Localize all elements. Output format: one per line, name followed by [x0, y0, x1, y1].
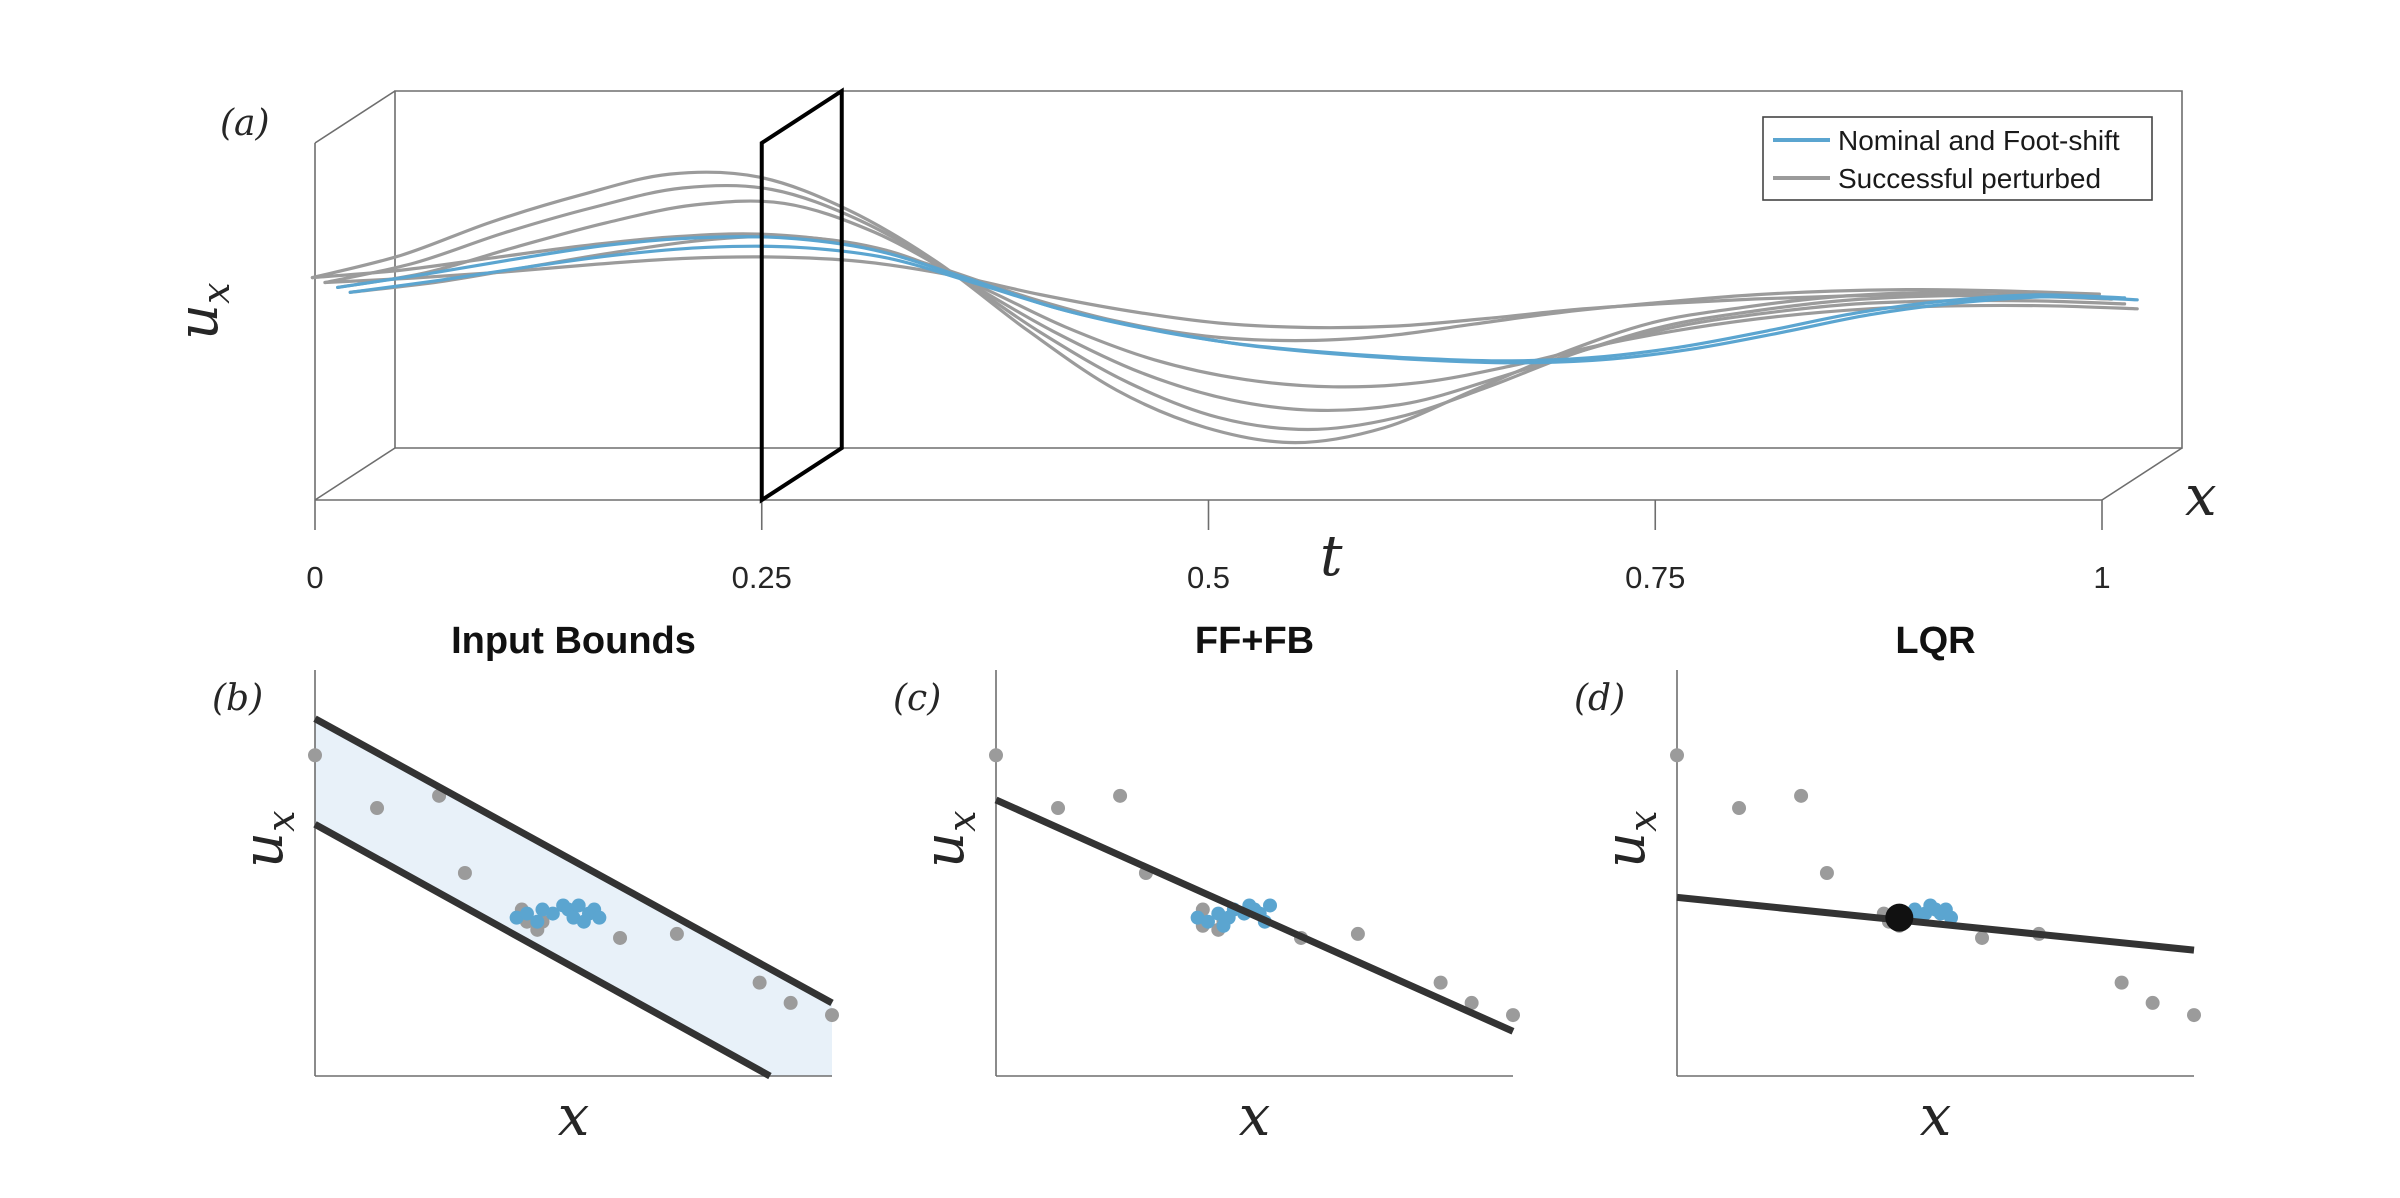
panel-a-t-ticks: 0 0.25 0.5 0.75 1 [306, 500, 2111, 595]
legend-label-perturbed: Successful perturbed [1838, 163, 2101, 194]
panel-b-ylabel: ux [231, 810, 303, 868]
panel-d-ylabel-sub: x [1621, 810, 1665, 831]
bound-region [315, 718, 832, 1076]
perturbed-point [1506, 1008, 1520, 1023]
nominal-point [1216, 918, 1231, 933]
perturbed-trajectory [310, 170, 2101, 445]
nominal-point [530, 914, 545, 929]
panel-b-ylabel-sub: x [259, 810, 303, 831]
panel-b: Input Bounds(b)uxx [212, 620, 839, 1149]
perturbed-point [1975, 930, 1990, 945]
perturbed-trajectory [323, 255, 2114, 330]
panel-a-ylabel: ux [166, 282, 238, 340]
panel-a-trajectories [310, 170, 2139, 445]
panel-d-ylabel: ux [1593, 810, 1665, 868]
perturbed-point [1732, 801, 1747, 816]
panel-c-title: FF+FB [1195, 620, 1314, 662]
perturbed-point [2114, 975, 2129, 990]
perturbed-point [825, 1008, 839, 1023]
perturbed-point [1464, 995, 1479, 1010]
perturbed-point [370, 801, 385, 816]
input-bound-line [313, 821, 772, 1080]
panel-d-xlabel: x [1920, 1084, 1952, 1149]
panel-a-tick-label: 0.5 [1187, 560, 1230, 595]
nominal-point [1200, 914, 1215, 929]
perturbed-point [989, 748, 1003, 763]
perturbed-point [752, 975, 767, 990]
nominal-point [592, 910, 607, 925]
nominal-point [545, 906, 560, 921]
panel-c-xlabel: x [1239, 1084, 1271, 1149]
perturbed-point [1819, 866, 1834, 880]
perturbed-point [1794, 788, 1809, 803]
perturbed-point [1433, 975, 1448, 990]
panel-a-tick-label: 0.75 [1625, 560, 1685, 595]
panel-c-tag: (c) [893, 678, 941, 719]
panel-c-ylabel: ux [912, 810, 984, 868]
panel-a-xlabel: t [1320, 524, 1343, 589]
panel-a-tick-label: 0.25 [732, 560, 792, 595]
panel-b-xlabel: x [558, 1084, 590, 1149]
feedback-line [1676, 893, 2195, 954]
panel-c: FF+FB(c)uxx [893, 620, 1520, 1149]
panel-a-floor-right [2101, 447, 2183, 501]
panel-d-tag: (d) [1574, 678, 1625, 719]
perturbed-point [1051, 801, 1066, 816]
panel-a-zlabel: x [2185, 464, 2217, 529]
nominal-center-point [1885, 903, 1914, 932]
perturbed-trajectory [310, 232, 2101, 343]
perturbed-trajectory [336, 199, 2127, 413]
perturbed-point [783, 995, 798, 1010]
panel-a-left-top-edge [314, 90, 396, 144]
perturbed-point [1350, 926, 1365, 941]
nominal-point [571, 898, 586, 913]
panel-b-ylabel-main: u [231, 832, 296, 868]
legend-box [1762, 116, 2153, 201]
nominal-point [1263, 898, 1278, 913]
nominal-point [576, 914, 591, 929]
perturbed-point [1113, 788, 1128, 803]
panel-b-tag: (b) [212, 678, 263, 719]
panel-d-title: LQR [1895, 620, 1975, 662]
panel-a-tick-label: 0 [306, 560, 323, 595]
panel-b-title: Input Bounds [451, 620, 696, 662]
perturbed-point [2187, 1008, 2201, 1023]
panel-a-tick-label: 1 [2093, 560, 2110, 595]
legend-label-nominal: Nominal and Foot-shift [1838, 125, 2120, 156]
nominal-trajectory [348, 244, 2139, 365]
perturbed-point [669, 926, 684, 941]
panel-a-floor-left [314, 447, 396, 501]
panel-a-ylabel-main: u [166, 304, 231, 340]
panel-c-ylabel-main: u [912, 832, 977, 868]
perturbed-trajectory [323, 183, 2114, 432]
perturbed-point [2145, 995, 2160, 1010]
nominal-point [1944, 910, 1959, 925]
panel-a-tag: (a) [220, 103, 270, 144]
panel-a-ylabel-sub: x [194, 282, 238, 303]
panel-d: LQR(d)uxx [1574, 620, 2201, 1149]
legend: Nominal and Foot-shift Successful pertur… [1762, 116, 2153, 201]
perturbed-point [613, 930, 628, 945]
panel-d-ylabel-main: u [1593, 832, 1658, 868]
feedback-line [994, 796, 1515, 1035]
panel-c-ylabel-sub: x [940, 810, 984, 831]
section-plane-t-025 [759, 87, 844, 504]
input-bound-line [313, 715, 834, 1006]
perturbed-trajectory [348, 234, 2139, 389]
nominal-point [519, 906, 534, 921]
panel-a: 0 0.25 0.5 0.75 1 (a) ux t x Nominal and Foo… [166, 87, 2217, 595]
perturbed-point [308, 748, 322, 763]
perturbed-point [457, 866, 472, 880]
perturbed-point [1670, 748, 1684, 763]
